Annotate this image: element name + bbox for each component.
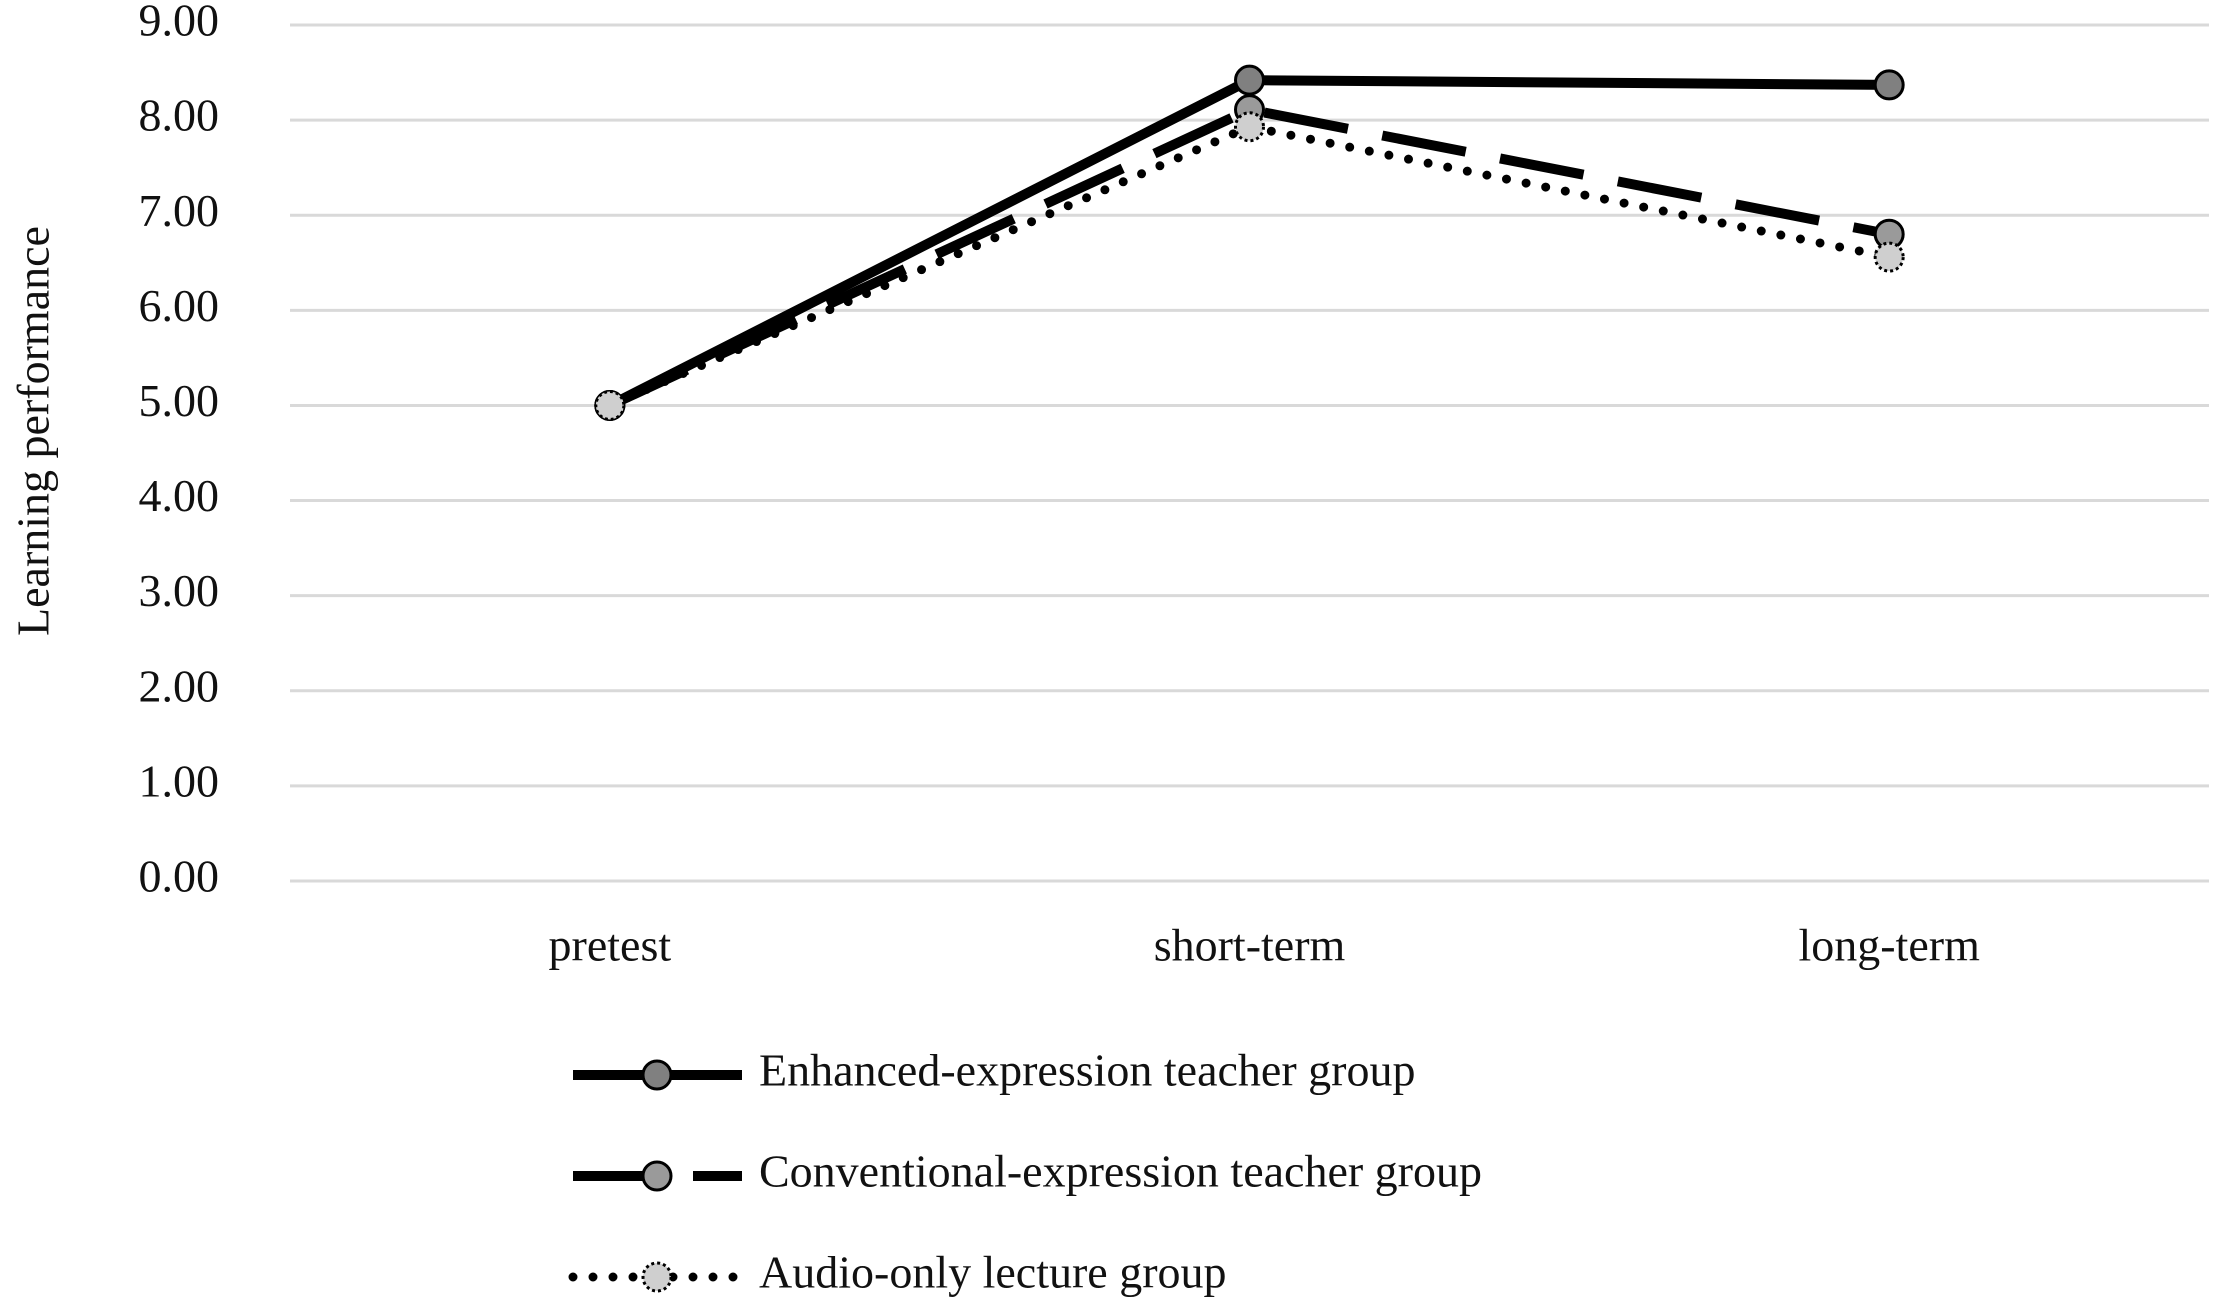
series-line: [607, 104, 1891, 410]
y-tick-label: 3.00: [139, 565, 220, 616]
y-tick-label: 7.00: [139, 185, 220, 236]
y-tick-label: 0.00: [139, 851, 220, 902]
legend-marker: [641, 1059, 673, 1091]
y-tick-label: 1.00: [139, 755, 220, 806]
x-tick-label: pretest: [549, 920, 672, 971]
series-line: [605, 122, 1894, 410]
y-tick-label: 8.00: [139, 90, 220, 141]
y-tick-label: 2.00: [139, 660, 220, 711]
x-tick-label: short-term: [1154, 920, 1346, 971]
y-tick-label: 6.00: [139, 280, 220, 331]
legend-label: Conventional-expression teacher group: [759, 1146, 1482, 1197]
legend-marker: [641, 1261, 673, 1293]
legend-label: Audio-only lecture group: [759, 1247, 1227, 1298]
legend-label: Enhanced-expression teacher group: [759, 1045, 1416, 1096]
y-tick-label: 9.00: [139, 0, 220, 46]
marker: [1234, 64, 1265, 96]
marker: [1234, 111, 1265, 143]
marker: [1873, 69, 1905, 101]
y-axis-label: Learning performance: [8, 226, 59, 636]
marker: [594, 389, 626, 421]
y-tick-label: 5.00: [139, 375, 220, 426]
y-tick-label: 4.00: [139, 470, 220, 521]
legend-marker: [641, 1160, 673, 1192]
x-tick-label: long-term: [1798, 920, 1980, 971]
marker: [1873, 241, 1905, 273]
